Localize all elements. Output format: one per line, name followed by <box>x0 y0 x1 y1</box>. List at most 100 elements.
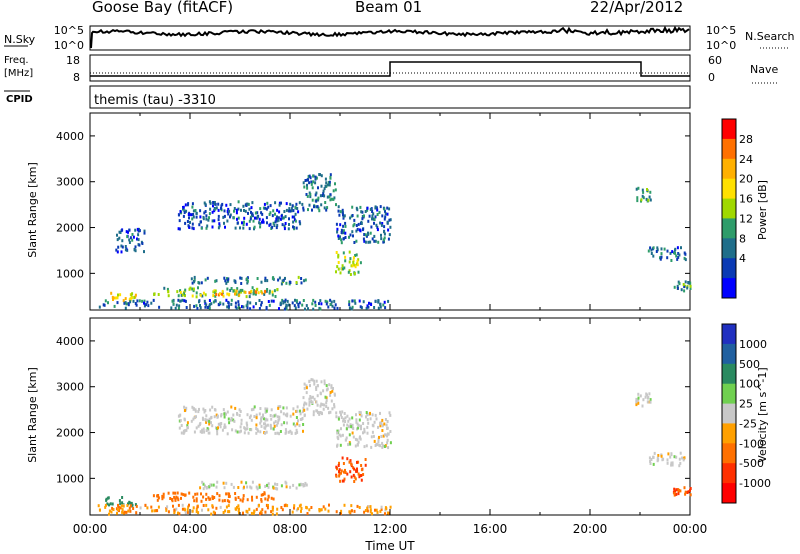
velocity-cell <box>339 410 342 414</box>
velocity-cell <box>118 499 121 503</box>
velocity-cell <box>162 492 165 496</box>
velocity-cell <box>225 481 228 485</box>
power-cell <box>176 290 179 294</box>
power-cell <box>321 194 324 197</box>
power-cell <box>689 281 692 285</box>
velocity-cell <box>191 405 194 409</box>
velocity-cell <box>678 457 681 461</box>
power-cell <box>334 303 337 307</box>
velocity-cell <box>232 418 235 422</box>
power-cell <box>179 291 182 294</box>
velocity-cell <box>266 423 269 427</box>
velocity-cell <box>294 431 297 435</box>
velocity-cell <box>209 408 212 412</box>
power-cell <box>357 222 360 226</box>
power-cell <box>221 289 224 293</box>
velocity-cell <box>287 430 290 434</box>
velocity-colorbar-swatch <box>722 463 736 484</box>
velocity-cell <box>340 471 342 475</box>
velocity-cell <box>258 485 261 489</box>
velocity-cell <box>208 422 211 426</box>
velocity-cell <box>389 441 392 445</box>
velocity-colorbar-swatch <box>722 443 736 464</box>
power-cell <box>281 298 284 302</box>
power-cell <box>131 238 134 242</box>
velocity-cell <box>246 485 249 489</box>
power-cell <box>199 304 201 307</box>
power-cell <box>289 202 292 206</box>
velocity-cell <box>296 405 299 409</box>
power-cell <box>642 190 645 194</box>
power-cell <box>206 224 209 228</box>
power-cell <box>204 278 207 282</box>
power-cell <box>237 216 240 220</box>
power-cell <box>351 299 354 303</box>
velocity-cell <box>223 423 226 427</box>
velocity-cell <box>112 508 115 511</box>
power-cell <box>380 233 382 237</box>
power-cell <box>371 237 374 241</box>
power-cell <box>131 233 134 236</box>
power-cell <box>384 212 387 216</box>
power-cell <box>217 218 220 222</box>
velocity-colorbar-tick: 1000 <box>739 338 767 351</box>
power-cell <box>388 207 391 211</box>
power-cell <box>339 271 342 275</box>
power-cell <box>278 307 280 311</box>
power-cell <box>124 306 127 310</box>
velocity-cell <box>240 418 243 422</box>
power-cell <box>153 293 156 296</box>
velocity-cell <box>289 485 292 489</box>
power-cell <box>224 225 226 229</box>
velocity-cell <box>356 438 359 442</box>
velocity-cell <box>227 495 230 498</box>
power-cell <box>211 210 214 214</box>
velocity-cell <box>364 463 367 467</box>
velocity-cell <box>236 430 239 434</box>
velocity-cell <box>205 414 208 418</box>
power-cell <box>387 299 390 303</box>
power-cell <box>243 220 245 224</box>
velocity-cell <box>303 408 306 412</box>
velocity-cell <box>362 473 365 476</box>
velocity-cell <box>256 487 259 491</box>
power-cell <box>374 299 377 303</box>
power-cell <box>141 242 144 245</box>
velocity-cell <box>121 501 124 505</box>
velocity-cell <box>265 424 268 428</box>
velocity-cell <box>211 504 214 508</box>
power-cell <box>180 293 183 297</box>
velocity-cell <box>369 508 372 512</box>
power-cell <box>193 304 196 308</box>
power-cell <box>191 222 194 226</box>
power-cell <box>295 226 298 230</box>
power-cell <box>259 222 262 226</box>
velocity-cell <box>666 458 669 462</box>
velocity-cell <box>200 492 202 496</box>
velocity-cell <box>675 455 678 459</box>
velocity-cell <box>199 422 202 425</box>
nsky-trace <box>90 25 690 49</box>
velocity-cell <box>305 402 308 406</box>
power-cell <box>316 205 319 209</box>
power-cell <box>344 221 347 225</box>
velocity-cell <box>305 384 308 388</box>
power-cell <box>187 213 190 216</box>
velocity-cell <box>276 431 279 435</box>
velocity-cell <box>253 405 256 409</box>
velocity-cell <box>675 488 678 492</box>
velocity-cell <box>689 487 692 490</box>
power-cell <box>246 302 249 306</box>
power-cell <box>273 224 276 227</box>
power-cell <box>174 306 177 310</box>
velocity-cell <box>193 430 196 434</box>
velocity-cell <box>635 403 638 407</box>
power-cell <box>373 306 376 309</box>
power-cell <box>219 301 222 305</box>
power-cell <box>127 303 130 307</box>
velocity-cell <box>360 478 363 482</box>
power-cell <box>226 219 229 223</box>
velocity-cell <box>684 490 687 494</box>
power-cell <box>340 231 343 234</box>
